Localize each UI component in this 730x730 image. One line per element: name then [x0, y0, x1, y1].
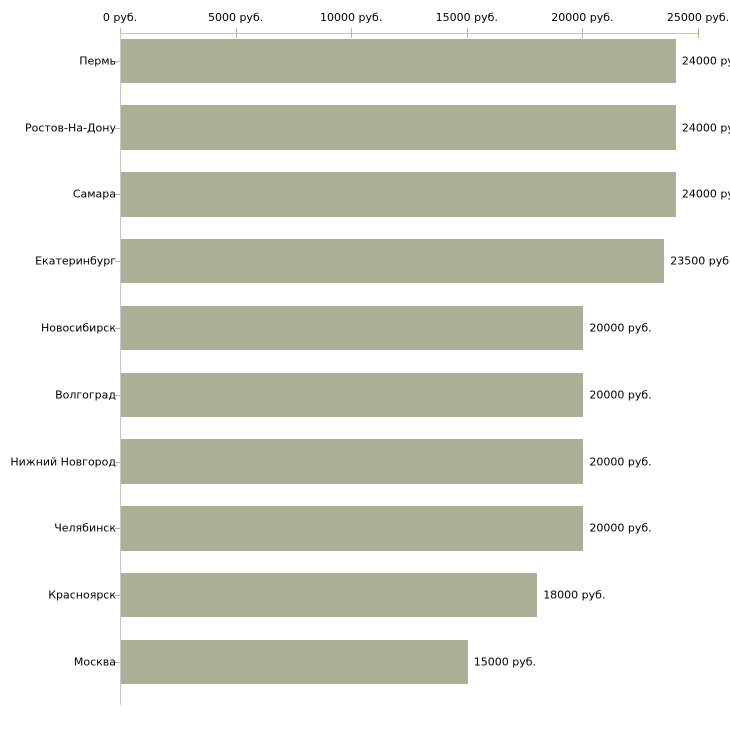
category-label: Красноярск	[48, 588, 116, 602]
x-axis-tick-label: 15000 руб.	[435, 11, 498, 24]
bar-row: Ростов-На-Дону 24000 руб.	[0, 105, 730, 150]
x-axis-tick-label: 20000 руб.	[551, 11, 614, 24]
y-axis-line	[120, 33, 121, 705]
category-label: Новосибирск	[40, 321, 116, 335]
bar	[121, 38, 676, 84]
bar-row: Екатеринбург 23500 руб.	[0, 238, 730, 284]
y-axis-tick	[115, 394, 120, 396]
x-axis-tick-label: 10000 руб.	[320, 11, 383, 24]
value-label: 24000 руб.	[681, 121, 730, 135]
bar-row: Самара 24000 руб.	[0, 172, 730, 217]
value-label: 24000 руб.	[681, 54, 730, 68]
category-label: Пермь	[79, 54, 116, 68]
value-label: 24000 руб.	[681, 187, 730, 201]
bar-row: Пермь 24000 руб.	[0, 38, 730, 84]
category-label: Самара	[72, 187, 116, 201]
bar	[121, 172, 676, 217]
bar	[121, 105, 676, 150]
bar-row: Новосибирск 20000 руб.	[0, 305, 730, 351]
y-axis-tick	[115, 327, 120, 329]
category-label: Челябинск	[54, 521, 116, 535]
x-axis-tick-label: 5000 руб.	[207, 11, 264, 24]
category-label: Екатеринбург	[35, 254, 116, 268]
y-axis-tick	[115, 261, 120, 263]
x-axis-tick-label: 0 руб.	[102, 11, 138, 24]
value-label: 18000 руб.	[543, 588, 606, 602]
y-axis-tick	[115, 661, 120, 663]
category-label: Ростов-На-Дону	[24, 121, 116, 135]
bar	[121, 639, 468, 685]
value-label: 20000 руб.	[589, 455, 652, 469]
bar	[121, 506, 584, 551]
bar-row: Волгоград 20000 руб.	[0, 372, 730, 418]
x-axis-line	[120, 33, 700, 34]
x-axis-tick	[466, 28, 468, 38]
category-label: Москва	[73, 655, 116, 669]
value-label: 20000 руб.	[589, 321, 652, 335]
bar-row: Нижний Новгород 20000 руб.	[0, 439, 730, 484]
y-axis-tick	[115, 595, 120, 597]
bar	[121, 439, 584, 484]
category-label: Нижний Новгород	[10, 455, 116, 469]
y-axis-tick	[115, 127, 120, 129]
value-label: 20000 руб.	[589, 388, 652, 402]
value-label: 23500 руб.	[670, 254, 730, 268]
x-axis-tick	[351, 28, 353, 38]
x-axis-tick	[582, 28, 584, 38]
x-axis-tick	[698, 28, 699, 38]
bar-row: Москва 15000 руб.	[0, 639, 730, 685]
x-axis-tick	[235, 28, 237, 38]
y-axis-tick	[115, 528, 120, 530]
value-label: 20000 руб.	[589, 521, 652, 535]
x-axis-tick-label: 25000 руб.	[666, 11, 730, 24]
y-axis-tick	[115, 60, 120, 62]
y-axis-tick	[115, 194, 120, 196]
bar	[121, 305, 584, 351]
bar	[121, 372, 584, 418]
value-label: 15000 руб.	[473, 655, 537, 669]
bar	[121, 572, 538, 618]
bar	[121, 238, 665, 284]
category-label: Волгоград	[55, 388, 116, 402]
bar-row: Красноярск 18000 руб.	[0, 572, 730, 618]
bar-row: Челябинск 20000 руб.	[0, 506, 730, 551]
y-axis-tick	[115, 461, 120, 463]
